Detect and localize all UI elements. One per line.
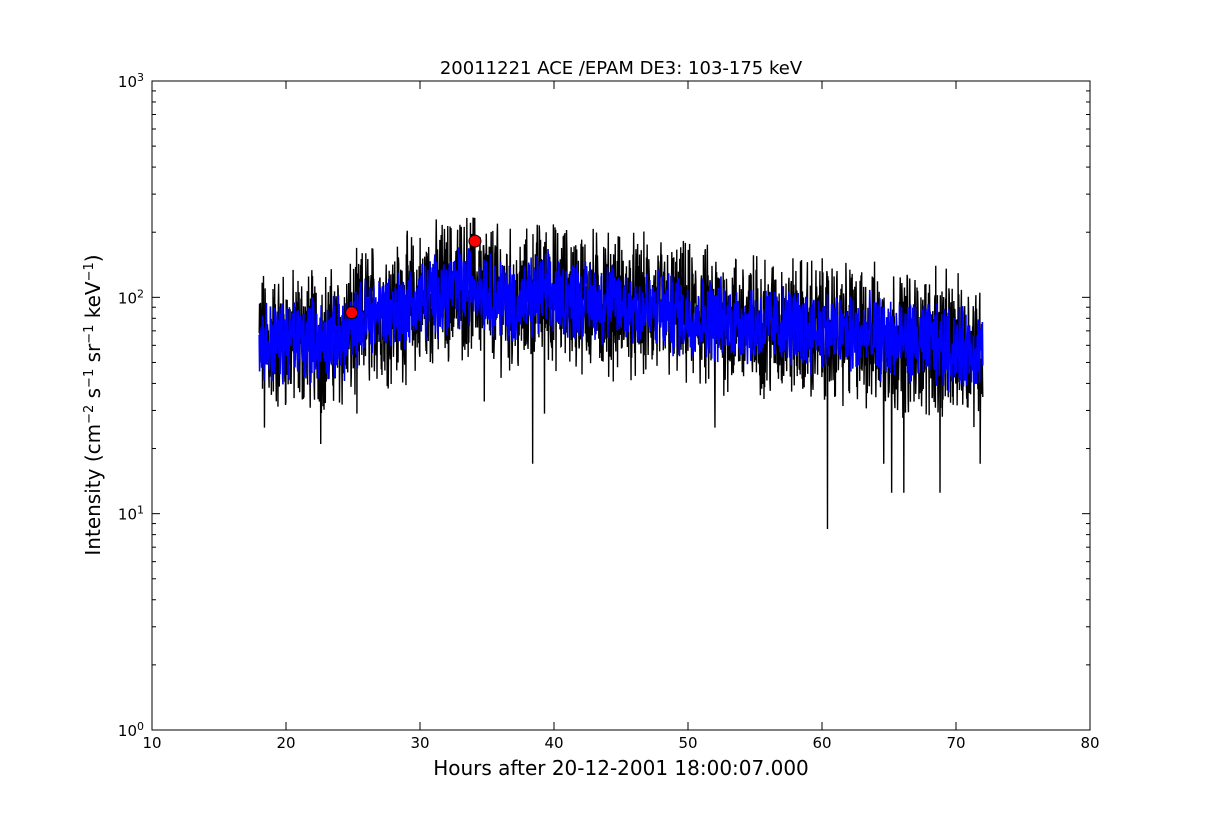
chart-title: 20011221 ACE /EPAM DE3: 103-175 keV: [440, 58, 803, 79]
y-tick-label: 100: [118, 720, 144, 741]
x-tick-label: 30: [410, 734, 429, 752]
plot-background: [152, 81, 1090, 730]
x-tick-label: 10: [142, 734, 161, 752]
y-axis: 100 101 102 103: [118, 71, 1090, 741]
marker-layer: [345, 234, 482, 320]
x-tick-label: 60: [812, 734, 831, 752]
event-marker-0: [468, 234, 482, 248]
plot-frame: [151, 80, 1091, 731]
y-axis-label: Intensity (cm−2 s−1 sr−1 keV−1): [81, 254, 105, 555]
y-tick-label: 102: [118, 287, 144, 308]
x-tick-label: 20: [276, 734, 295, 752]
x-axis: 10 20 30 40 50 60 70 80: [142, 81, 1100, 752]
x-tick-label: 50: [678, 734, 697, 752]
y-tick-label: 101: [118, 503, 144, 524]
x-tick-label: 70: [946, 734, 965, 752]
series-layer: [258, 217, 984, 529]
x-axis-label: Hours after 20-12-2001 18:00:07.000: [433, 756, 809, 780]
y-tick-label: 103: [118, 71, 144, 92]
series-line-black: [258, 217, 984, 529]
x-tick-label: 40: [544, 734, 563, 752]
x-tick-label: 80: [1080, 734, 1099, 752]
series-line-blue: [258, 247, 984, 393]
event-marker-1: [345, 306, 359, 320]
